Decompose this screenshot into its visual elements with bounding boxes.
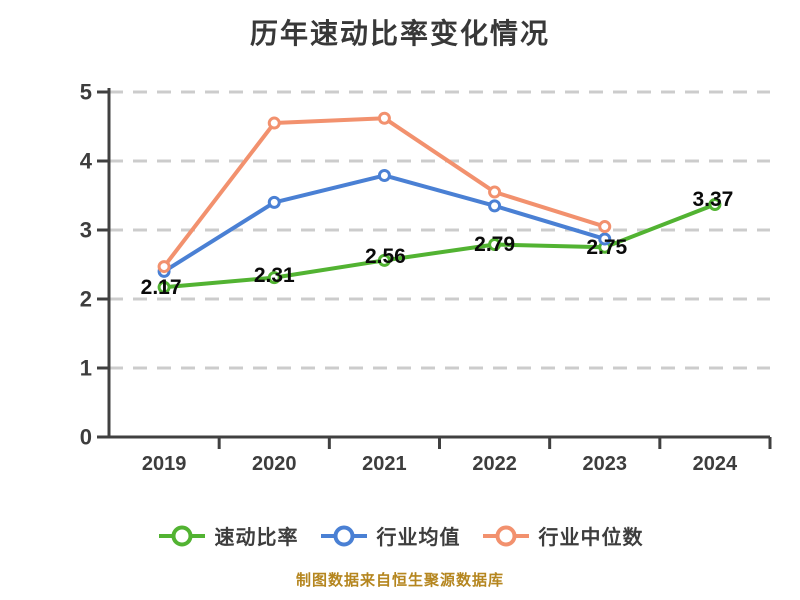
series-0-label-1: 2.31 (254, 264, 295, 287)
y-tick-label-2: 2 (80, 287, 92, 312)
legend-label-quick-ratio: 速动比率 (214, 527, 299, 549)
series-0-point-3 (488, 237, 502, 251)
y-tick-label-5: 5 (80, 80, 92, 105)
legend-label-industry-median: 行业中位数 (538, 527, 644, 549)
series-0-point-1 (267, 271, 281, 285)
legend-marker-quick-ratio-icon (158, 525, 205, 546)
legend-item-quick-ratio: 速动比率 (157, 521, 299, 550)
x-tick-label-2019: 2019 (142, 453, 187, 475)
series-1-point-1 (267, 195, 281, 209)
series-1-point-3 (488, 199, 502, 213)
series-0-label-3: 2.79 (474, 233, 515, 256)
chart-title: 历年速动比率变化情况 (249, 18, 550, 49)
data-source-caption: 制图数据来自恒生聚源数据库 (295, 572, 504, 589)
series-0-label-4: 2.75 (586, 236, 627, 259)
series-0-label-0: 2.17 (141, 276, 182, 299)
chart-legend: 速动比率 行业均值 行业中位数 (0, 521, 800, 550)
legend-item-industry-mean: 行业均值 (319, 521, 461, 550)
series-2-point-2 (377, 111, 391, 125)
x-tick-label-2022: 2022 (472, 453, 517, 475)
x-tick-label-2020: 2020 (252, 453, 297, 475)
series-0-label-2: 2.56 (365, 245, 406, 268)
series-2-point-3 (488, 185, 502, 199)
series-1-point-4 (598, 232, 612, 246)
series-0-point-2 (377, 253, 391, 267)
series-0-label-5: 3.37 (692, 188, 733, 211)
x-tick-label-2023: 2023 (583, 453, 628, 475)
quick-ratio-line-chart: 0 1 2 3 4 5 2019 2020 2021 2022 2023 2024 2.17 2.31 2.… (80, 80, 772, 475)
series-2-point-0 (157, 260, 171, 274)
legend-marker-industry-median-icon (482, 525, 529, 546)
y-tick-label-3: 3 (80, 218, 92, 243)
x-tick-label-2021: 2021 (362, 453, 407, 475)
series-1-point-2 (377, 168, 391, 182)
series-2-point-4 (598, 220, 612, 234)
x-tick-label-2024: 2024 (693, 453, 738, 475)
legend-item-industry-median: 行业中位数 (481, 521, 644, 550)
series-0-point-5 (708, 197, 722, 211)
y-tick-label-4: 4 (80, 149, 93, 174)
y-tick-label-0: 0 (80, 425, 92, 450)
series-line-0 (162, 202, 717, 290)
series-0-point-0 (157, 280, 171, 294)
series-2-point-1 (267, 116, 281, 130)
y-tick-label-1: 1 (80, 356, 92, 381)
legend-label-industry-mean: 行业均值 (376, 527, 461, 549)
legend-marker-industry-mean-icon (320, 525, 367, 546)
